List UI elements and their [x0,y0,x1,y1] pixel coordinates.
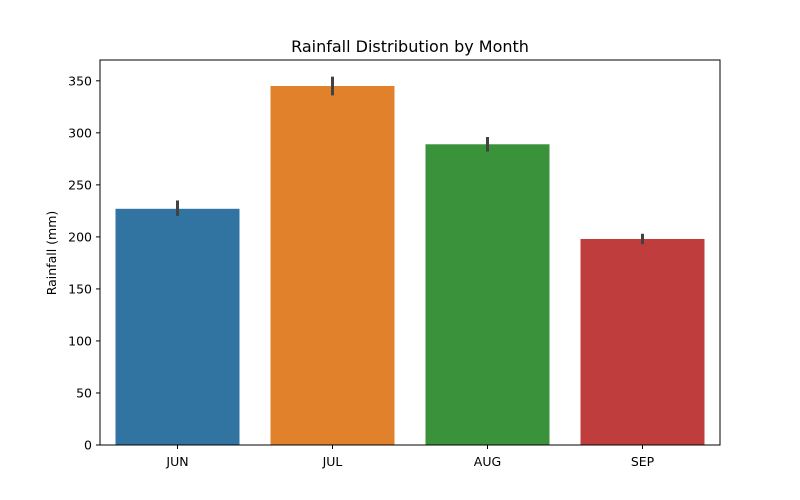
plot-frame [99,59,721,446]
y-axis-label: Rainfall (mm) [44,211,59,296]
bar-jul [270,86,395,445]
y-tick-label-300: 300 [68,125,92,140]
x-tick-label-jun: JUN [165,454,188,469]
bar-aug [425,144,550,445]
y-tick-label-200: 200 [68,229,92,244]
bar-sep [580,238,705,445]
x-tick-label-sep: SEP [631,454,655,469]
y-tick-label-50: 50 [76,385,92,400]
chart-title: Rainfall Distribution by Month [291,37,529,56]
plot-area: JUN JUL AUG SEP 0 50 100 150 200 250 300 350 [68,73,705,469]
y-tick-label-100: 100 [68,333,92,348]
x-tick-label-jul: JUL [322,454,343,469]
x-tick-label-aug: AUG [474,454,501,469]
y-tick-label-350: 350 [68,73,92,88]
y-tick-label-250: 250 [68,177,92,192]
bar-jun [115,208,240,445]
y-tick-label-0: 0 [84,438,92,453]
y-tick-label-150: 150 [68,281,92,296]
